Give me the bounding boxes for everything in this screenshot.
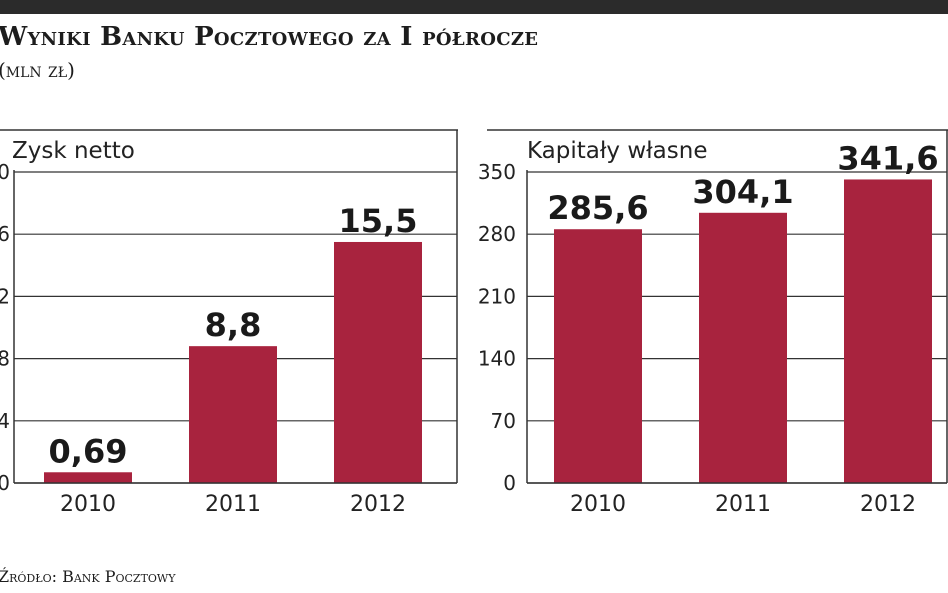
y-tick-label: 280 <box>478 222 516 246</box>
data-label: 304,1 <box>692 173 793 211</box>
y-tick-label: 140 <box>478 347 516 371</box>
y-tick-label: 12 <box>0 284 10 308</box>
x-tick-label: 2012 <box>350 492 406 517</box>
chart-title: Kapitały własne <box>527 138 708 164</box>
y-tick-label: 16 <box>0 222 10 246</box>
chart-kapitaly-wlasne: 0 70 140 210 280 350 Kapitały własne 285,6 2010 3… <box>478 129 948 517</box>
data-label: 0,69 <box>49 432 128 470</box>
bar <box>189 346 277 483</box>
y-tick-label: 0 <box>503 471 516 495</box>
data-label: 8,8 <box>205 306 262 344</box>
y-tick-label: 70 <box>491 409 516 433</box>
x-tick-label: 2011 <box>715 492 771 517</box>
data-label: 285,6 <box>547 189 648 227</box>
top-bar <box>0 0 948 14</box>
data-label: 15,5 <box>339 202 418 240</box>
page-title: Wyniki Banku Pocztowego za I półrocze <box>0 22 539 52</box>
unit-label: (mln zł) <box>0 58 75 82</box>
chart-title: Zysk netto <box>12 138 135 164</box>
bar <box>699 212 787 483</box>
bar <box>44 472 132 483</box>
y-tick-label: 0 <box>0 471 10 495</box>
y-tick-label: 4 <box>0 409 10 433</box>
y-tick-label: 350 <box>478 160 516 184</box>
x-tick-label: 2012 <box>860 492 916 517</box>
bar <box>844 179 932 484</box>
charts-canvas: 0 4 8 12 16 20Zysk netto 0,69 2010 8,8 2011 15,5 20… <box>0 129 948 517</box>
data-label: 341,6 <box>837 139 938 177</box>
bar <box>334 241 422 483</box>
y-tick-label: 20 <box>0 160 10 184</box>
x-tick-label: 2010 <box>60 492 116 517</box>
y-tick-label: 8 <box>0 347 10 371</box>
x-tick-label: 2011 <box>205 492 261 517</box>
x-tick-label: 2010 <box>570 492 626 517</box>
y-tick-label: 210 <box>478 284 516 308</box>
bar <box>554 229 642 483</box>
source-note: Źródło: Bank Pocztowy <box>0 567 176 586</box>
chart-zysk-netto: 0 4 8 12 16 20Zysk netto 0,69 2010 8,8 2011 15,5 20… <box>0 129 458 517</box>
